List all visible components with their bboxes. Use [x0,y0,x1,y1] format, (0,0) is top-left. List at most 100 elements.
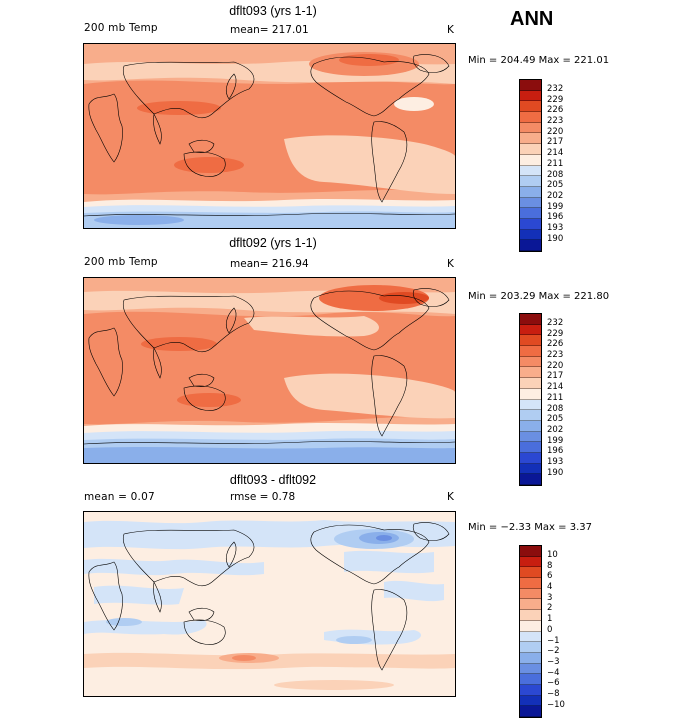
panel-2-colorbar-swatch [520,474,541,485]
panel-2-minmax: Min = 203.29 Max = 221.80 [468,291,610,302]
panel-1-colorbar-swatch [520,80,541,91]
panel-2-colorbar-tick-label: 211 [547,392,564,403]
panel-3-colorbar-swatch [520,578,541,589]
panel-1-colorbar-swatch [520,133,541,145]
panel-3-colorbar-swatch [520,546,541,557]
panel-1-colorbar-tick-label: 211 [547,158,564,169]
panel-3-colorbar [519,545,542,718]
panel-1-colorbar-tick-label: 199 [547,201,564,212]
panel-3-minmax: Min = −2.33 Max = 3.37 [468,522,592,533]
panel-3-rmse-label: rmse = 0.78 [230,491,296,503]
panel-2-mean-label: mean= 216.94 [230,258,309,270]
panel-2-colorbar-tick-label: 217 [547,371,564,382]
panel-2-colorbar-tick-label: 220 [547,360,564,371]
panel-3-colorbar-swatch [520,695,541,707]
panel-2-unit-label: K [447,258,455,270]
panel-2-colorbar-swatch [520,378,541,389]
panel-1-colorbar-swatch [520,197,541,209]
panel-2-colorbar-swatch [520,431,541,443]
panel-1-colorbar-swatch [520,101,541,113]
panel-2-map [83,277,456,464]
panel-3-colorbar-swatch [520,599,541,611]
panel-3-colorbar-tick-label: −2 [547,646,560,657]
panel-1-colorbar-swatch [520,208,541,219]
panel-3-colorbar-tick-label: −8 [547,688,560,699]
panel-2-title: dflt092 (yrs 1-1) [229,236,317,250]
panel-1-map [83,43,456,229]
panel-3-colorbar-tick-label: 8 [547,560,553,571]
panel-3-colorbar-tick-label: −4 [547,667,560,678]
panel-1-mean-label: mean= 217.01 [230,24,309,36]
panel-3-colorbar-tick-label: 2 [547,603,553,614]
panel-2-colorbar-swatch [520,367,541,379]
panel-3-colorbar-swatch [520,684,541,696]
panel-2-colorbar-tick-label: 208 [547,403,564,414]
panel-1-colorbar-tick-label: 214 [547,148,564,159]
panel-3-colorbar-swatch [520,556,541,568]
panel-3-unit-label: K [447,491,455,503]
panel-1-colorbar-tick-label: 202 [547,190,564,201]
panel-3-colorbar-swatch [520,620,541,632]
panel-2-colorbar-tick-label: 226 [547,339,564,350]
panel-1-colorbar-tick-label: 193 [547,222,564,233]
panel-1-title: dflt093 (yrs 1-1) [229,4,317,18]
panel-3-colorbar-swatch [520,674,541,685]
panel-1-colorbar-swatch [520,218,541,230]
panel-1-colorbar-tick-label: 190 [547,233,564,244]
panel-3-colorbar-tick-label: −10 [547,699,565,710]
panel-3-colorbar-labels: 10 8 6 4 3 2 1 0 −1 −2 −3 −4 −6 −8 −10 [547,550,565,710]
panel-2-colorbar-tick-label: 196 [547,446,564,457]
panel-2-colorbar-swatch [520,356,541,368]
panel-1-colorbar-swatch [520,122,541,134]
panel-3-title: dflt093 - dflt092 [229,473,317,487]
panel-3-colorbar-tick-label: −6 [547,678,560,689]
panel-3-colorbar-tick-label: 1 [547,614,553,625]
panel-1-unit-label: K [447,24,455,36]
panel-1-colorbar-swatch [520,165,541,177]
panel-3-colorbar-tick-label: 4 [547,582,553,593]
panel-3-colorbar-tick-label: −3 [547,656,560,667]
panel-2-colorbar-tick-label: 214 [547,382,564,393]
panel-1-colorbar-tick-label: 205 [547,180,564,191]
panel-2-colorbar-tick-label: 205 [547,414,564,425]
panel-3-colorbar-tick-label: 6 [547,571,553,582]
panel-2-colorbar-swatch [520,324,541,336]
panel-1-colorbar-tick-label: 229 [547,94,564,105]
panel-2-colorbar-tick-label: 229 [547,328,564,339]
panel-3-colorbar-swatch [520,588,541,600]
panel-2-colorbar-swatch [520,463,541,475]
panel-2-colorbar-tick-label: 223 [547,350,564,361]
panel-2-colorbar-labels: 232 229 226 223 220 217 214 211 208 205 202 199 196 1… [547,318,563,478]
panel-3-colorbar-swatch [520,610,541,621]
panel-3-colorbar-tick-label: 0 [547,624,553,635]
figure-title: ANN [510,8,554,30]
panel-2-colorbar-tick-label: 193 [547,456,564,467]
panel-2-colorbar-tick-label: 190 [547,467,564,478]
panel-3-colorbar-swatch [520,652,541,664]
panel-3-mean-label: mean = 0.07 [84,491,155,503]
panel-2-colorbar-swatch [520,335,541,347]
panel-3-colorbar-tick-label: 10 [547,550,558,560]
panel-1-colorbar-tick-label: 196 [547,212,564,223]
panel-2-colorbar-swatch [520,442,541,453]
panel-1-colorbar-tick-label: 226 [547,105,564,116]
panel-2-colorbar-tick-label: 202 [547,424,564,435]
panel-3-colorbar-swatch [520,631,541,643]
panel-1-colorbar-tick-label: 223 [547,116,564,127]
panel-2-variable-label: 200 mb Temp [84,256,158,268]
panel-1-colorbar-swatch [520,154,541,166]
panel-1-variable-label: 200 mb Temp [84,22,158,34]
panel-3-map [83,511,456,697]
panel-3-colorbar-swatch [520,706,541,717]
panel-1-colorbar-swatch [520,90,541,102]
panel-1-colorbar-swatch [520,144,541,155]
panel-2-colorbar-swatch [520,388,541,400]
panel-1-colorbar-tick-label: 217 [547,137,564,148]
panel-3-colorbar-swatch [520,567,541,579]
panel-1-minmax: Min = 204.49 Max = 221.01 [468,55,610,66]
panel-2-colorbar [519,313,542,486]
panel-1-colorbar-swatch [520,229,541,241]
panel-3-colorbar-tick-label: 3 [547,592,553,603]
panel-1-colorbar-swatch [520,240,541,251]
panel-1-colorbar-tick-label: 220 [547,126,564,137]
